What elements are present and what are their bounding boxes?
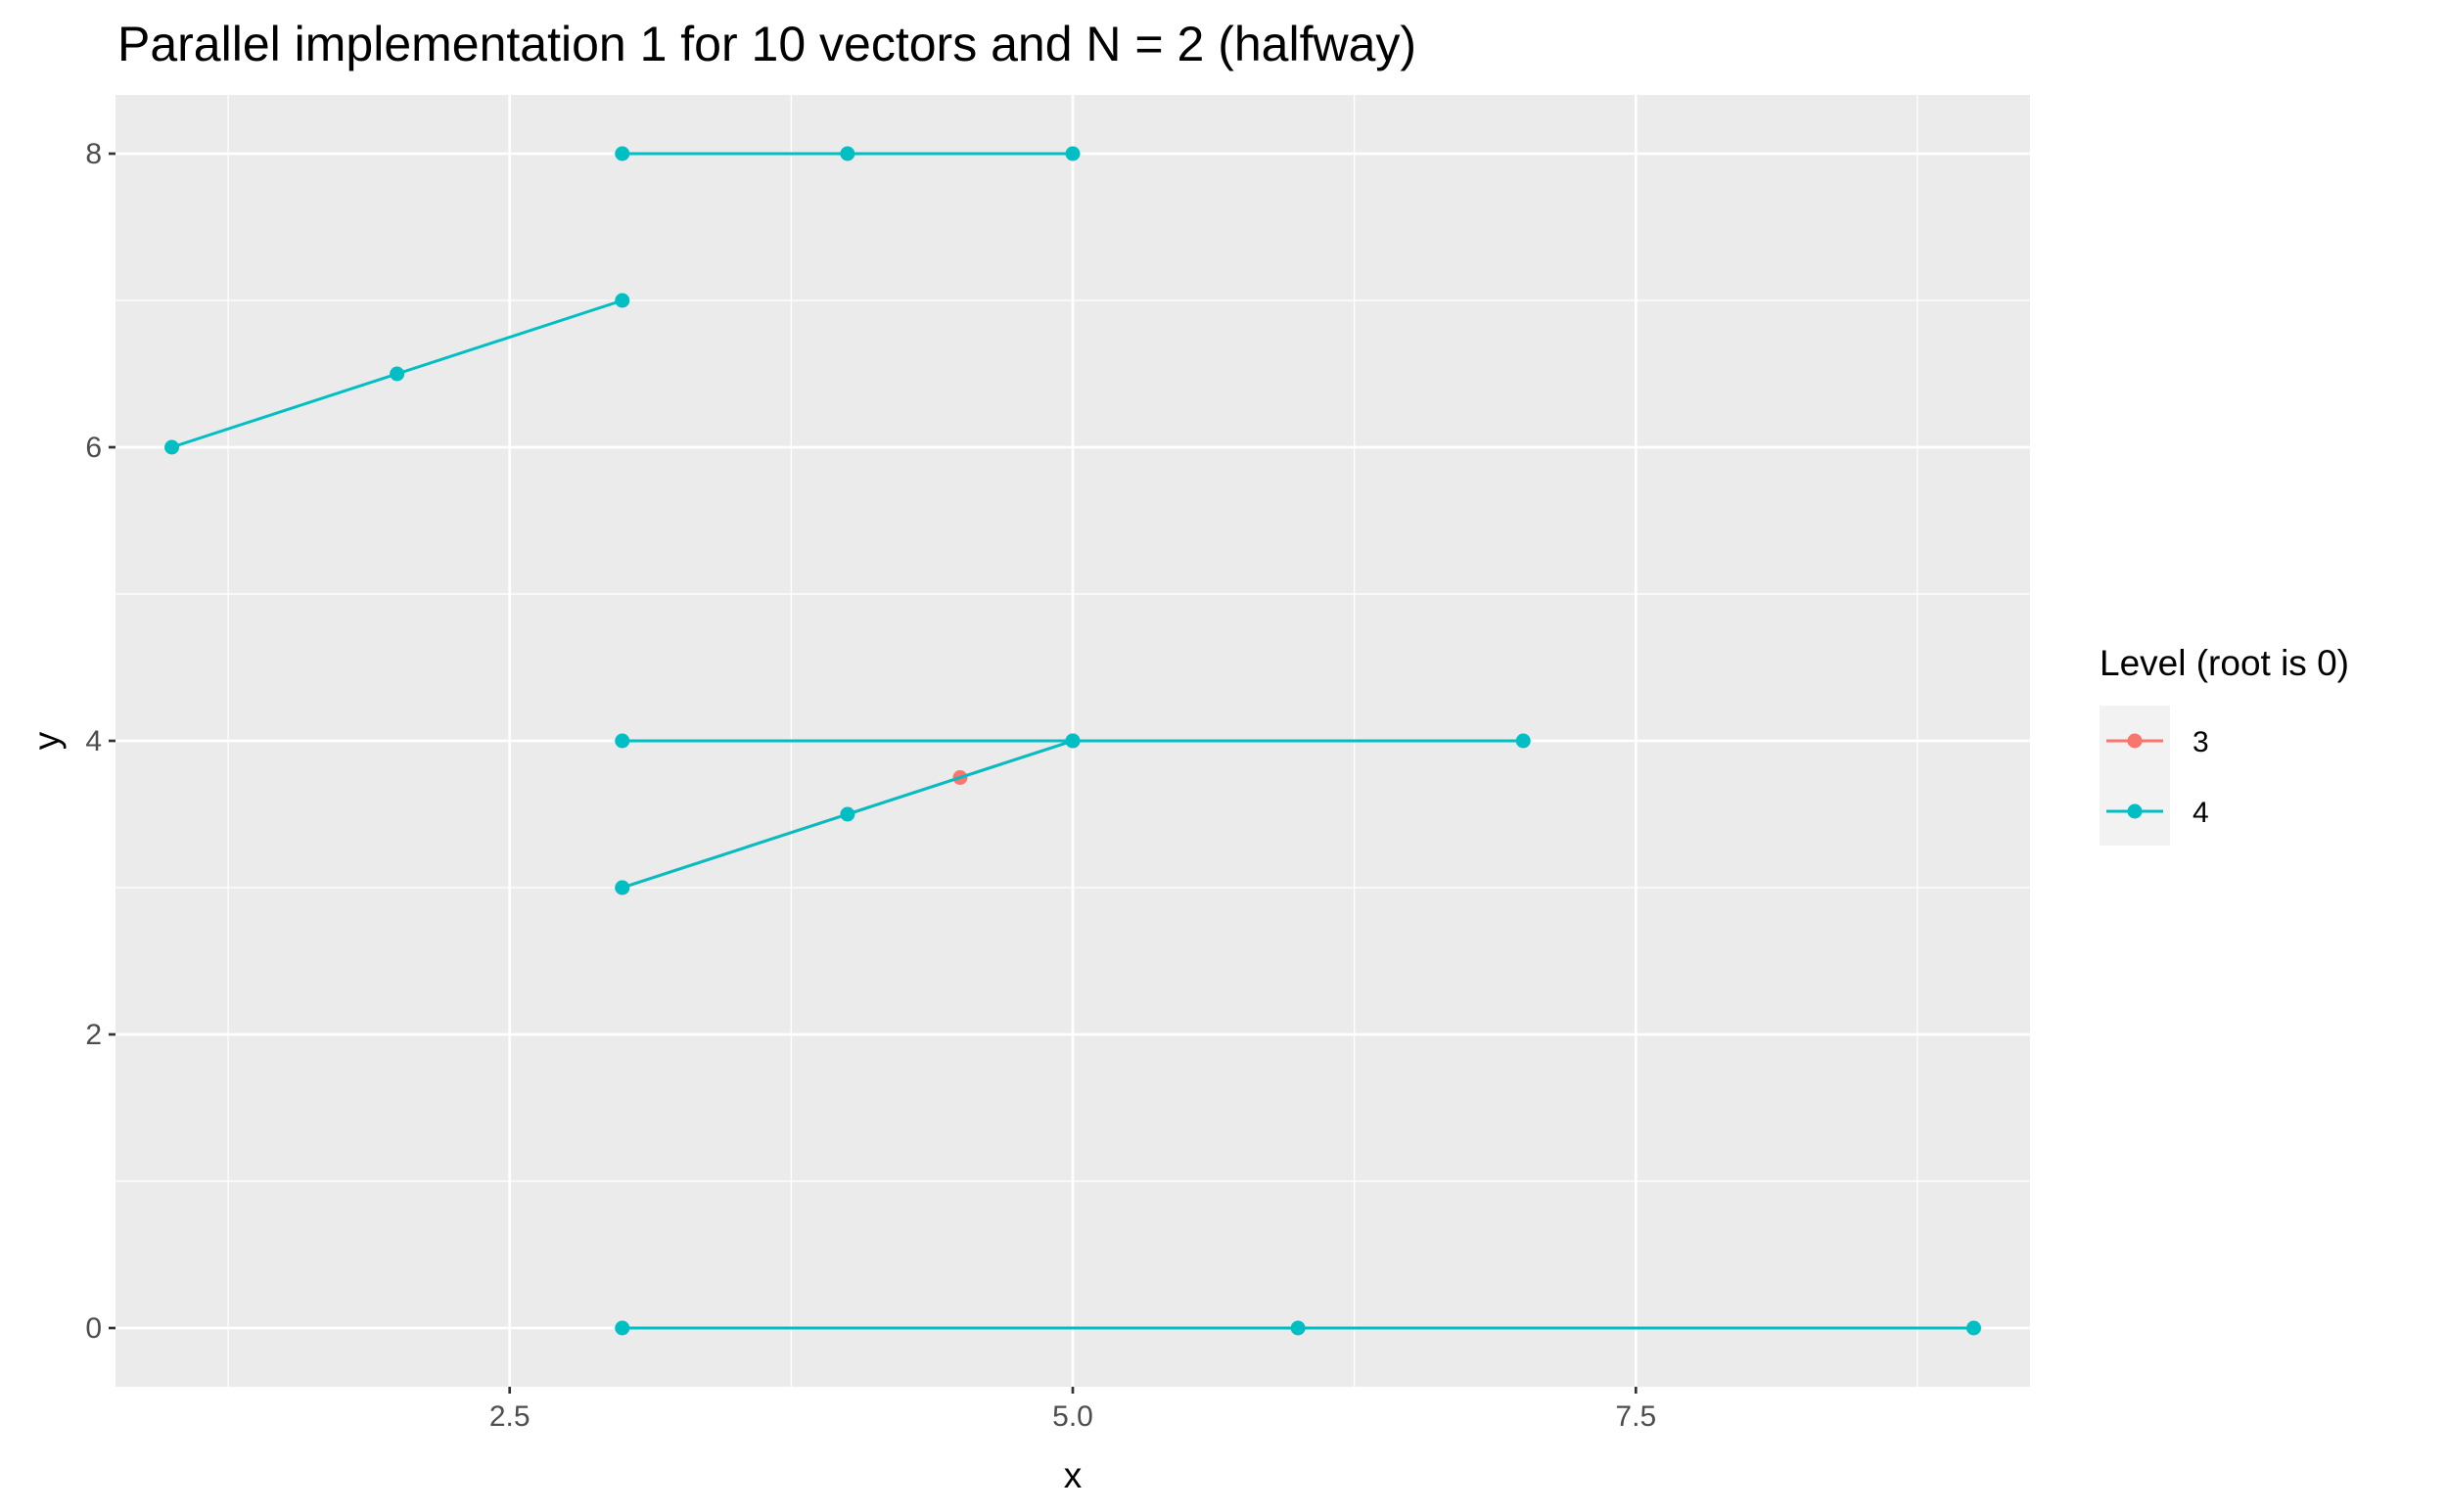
data-point-level-4 (390, 366, 405, 382)
data-point-level-4 (1065, 733, 1081, 749)
y-tick-label: 4 (85, 725, 102, 757)
y-tick-label: 6 (85, 432, 102, 464)
legend-key-point-3 (2127, 733, 2143, 749)
data-point-level-4 (615, 880, 630, 895)
x-axis-title: x (1064, 1455, 1083, 1495)
legend-title: Level (root is 0) (2100, 643, 2349, 683)
data-point-level-4 (615, 733, 630, 749)
data-point-level-4 (1965, 1320, 1981, 1336)
x-tick-label: 2.5 (489, 1400, 531, 1433)
data-point-level-4 (840, 806, 855, 822)
data-point-level-4 (615, 1320, 630, 1336)
legend-label-3: 3 (2193, 726, 2209, 758)
x-tick-label: 7.5 (1615, 1400, 1656, 1433)
y-axis-title: y (26, 731, 67, 750)
chart-title: Parallel implementation 1 for 10 vectors… (117, 17, 1416, 71)
y-tick-label: 0 (85, 1312, 102, 1345)
data-point-level-4 (615, 293, 630, 308)
x-axis-ticks: 2.5 5.0 7.5 (489, 1387, 1656, 1433)
data-point-level-4 (615, 146, 630, 161)
y-axis-ticks: 0 2 4 6 8 (85, 138, 115, 1345)
legend-key-background (2100, 706, 2170, 846)
data-point-level-4 (1065, 146, 1081, 161)
y-tick-label: 2 (85, 1019, 102, 1051)
data-point-level-4 (164, 439, 180, 455)
legend: Level (root is 0) 34 (2100, 643, 2349, 846)
legend-label-4: 4 (2193, 797, 2209, 829)
data-point-level-4 (840, 146, 855, 161)
y-tick-label: 8 (85, 138, 102, 170)
legend-key-point-4 (2127, 803, 2143, 819)
legend-entries: 34 (2106, 726, 2209, 829)
data-point-level-4 (1290, 1320, 1306, 1336)
data-point-level-4 (1515, 733, 1531, 749)
x-tick-label: 5.0 (1052, 1400, 1093, 1433)
series-layer (164, 146, 1981, 1336)
